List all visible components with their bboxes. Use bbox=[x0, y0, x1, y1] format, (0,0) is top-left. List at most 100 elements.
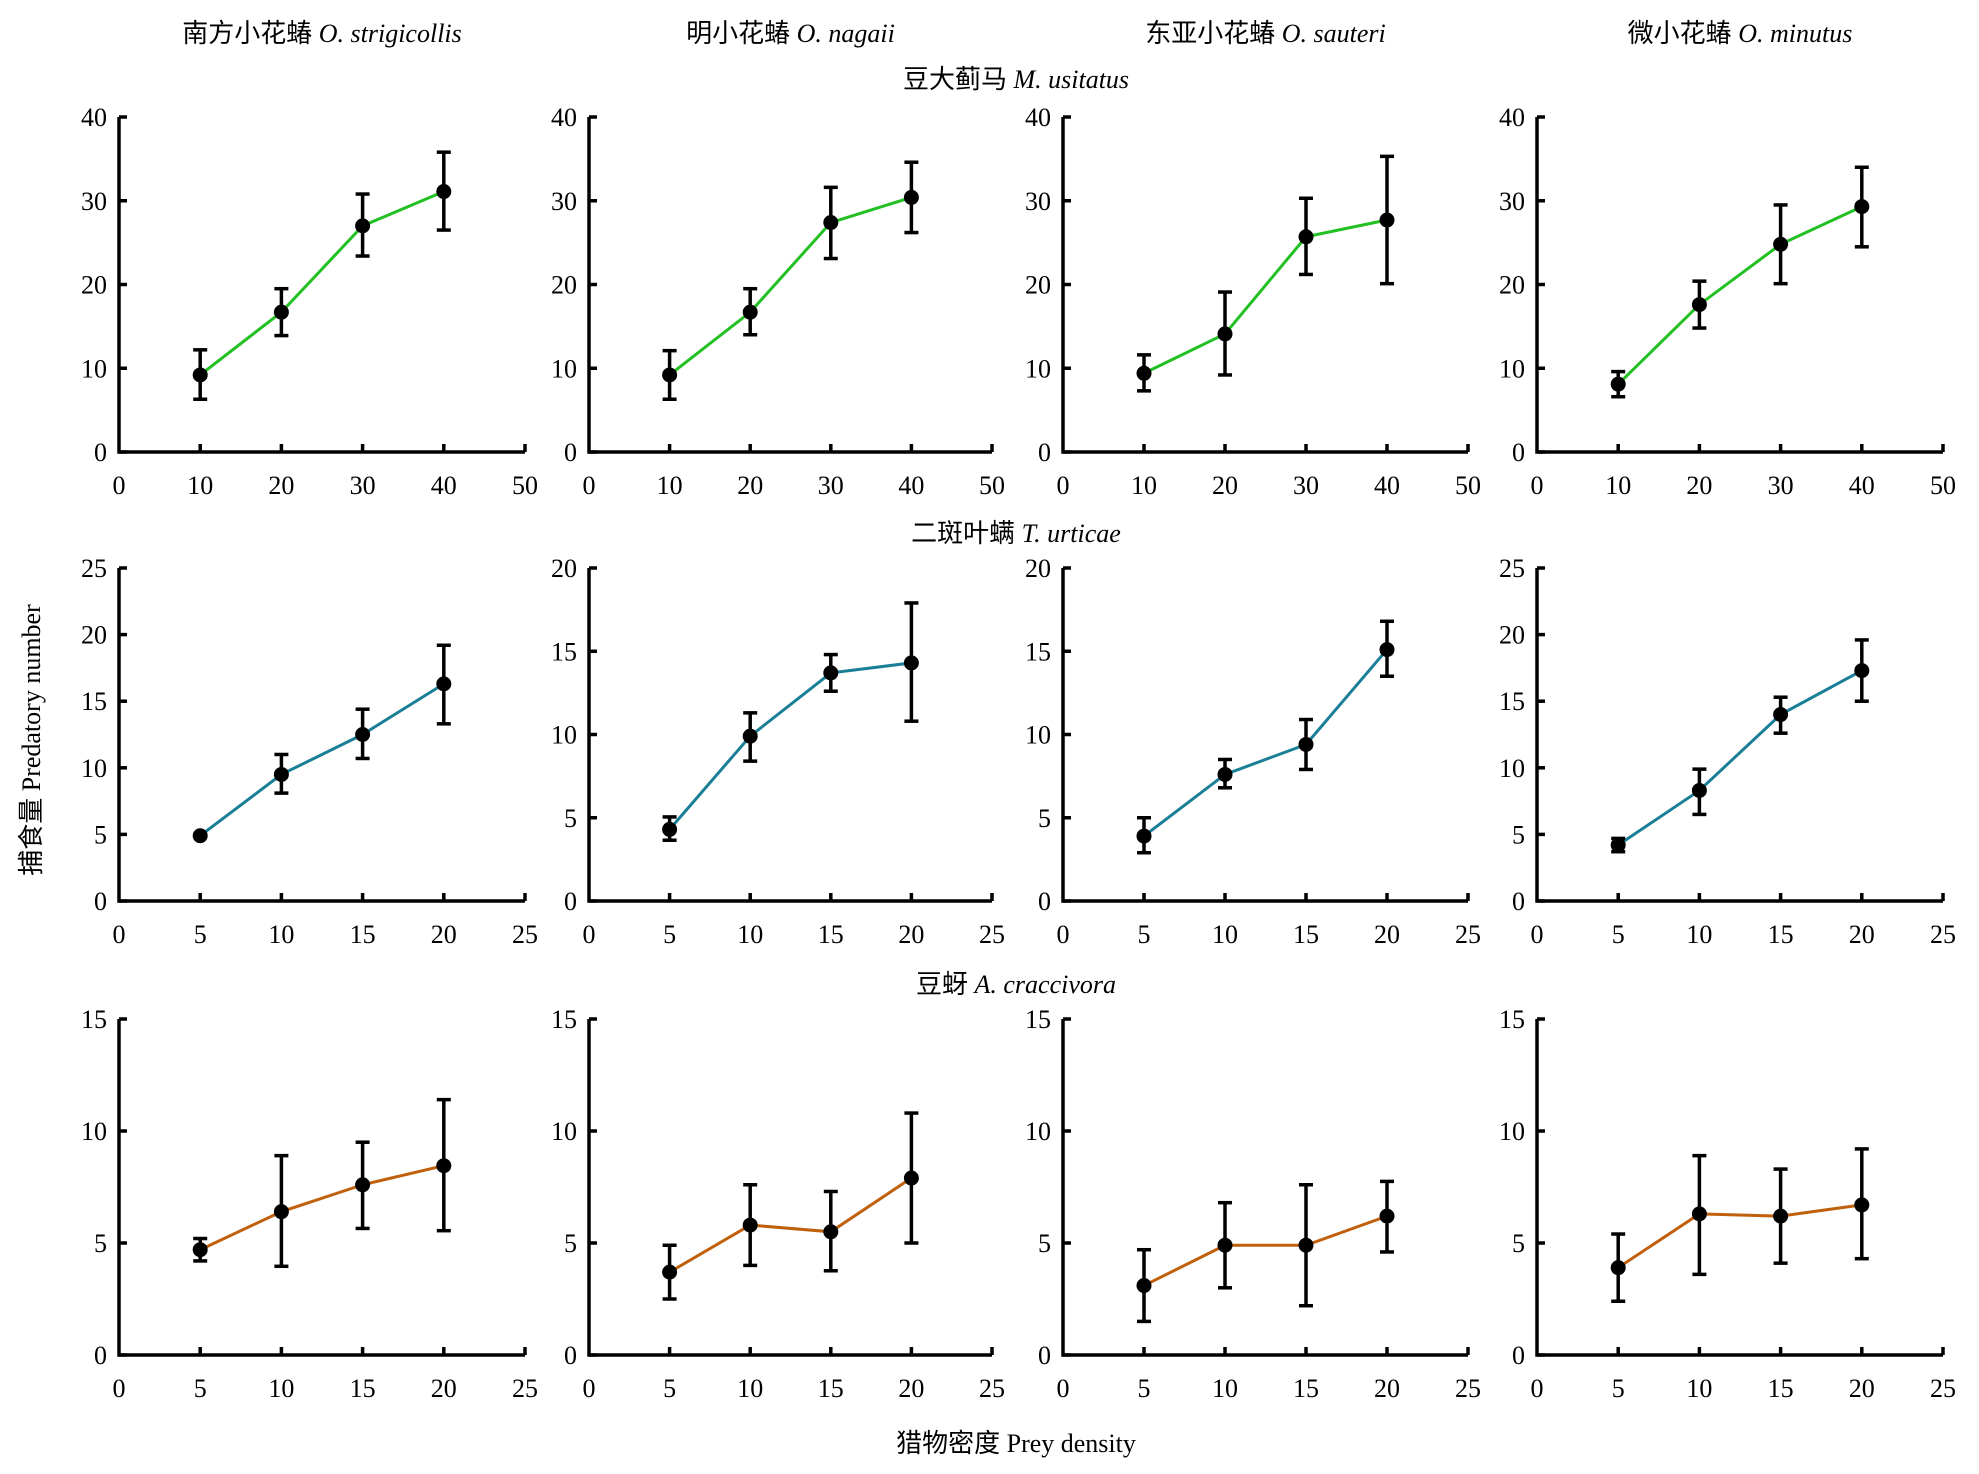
y-tick-label: 0 bbox=[1512, 438, 1525, 467]
y-tick-label: 0 bbox=[94, 887, 107, 916]
x-tick-label: 20 bbox=[431, 920, 457, 949]
x-tick-label: 0 bbox=[583, 1374, 596, 1403]
x-tick-label: 0 bbox=[1057, 471, 1070, 500]
series-line bbox=[668, 1176, 913, 1274]
data-point bbox=[273, 1204, 289, 1220]
x-tick-label: 40 bbox=[898, 471, 924, 500]
y-tick-label: 20 bbox=[1025, 554, 1051, 583]
data-point bbox=[273, 766, 289, 782]
y-tick-label: 5 bbox=[564, 804, 577, 833]
y-tick-label: 0 bbox=[94, 438, 107, 467]
y-tick-label: 0 bbox=[564, 887, 577, 916]
x-tick-label: 15 bbox=[1293, 1374, 1319, 1403]
y-tick-label: 20 bbox=[1025, 271, 1051, 300]
y-tick-label: 5 bbox=[94, 1229, 107, 1258]
x-tick-label: 25 bbox=[512, 920, 538, 949]
data-point bbox=[1298, 1237, 1314, 1253]
x-tick-label: 0 bbox=[1531, 920, 1544, 949]
x-tick-label: 20 bbox=[1686, 471, 1712, 500]
y-tick-label: 10 bbox=[551, 354, 577, 383]
data-point bbox=[1298, 229, 1314, 245]
data-point bbox=[355, 1177, 371, 1193]
data-point bbox=[273, 304, 289, 320]
data-point bbox=[1379, 212, 1395, 228]
x-tick-label: 30 bbox=[818, 471, 844, 500]
y-tick-label: 5 bbox=[1512, 820, 1525, 849]
y-tick-label: 5 bbox=[1512, 1229, 1525, 1258]
x-tick-label: 10 bbox=[1212, 1374, 1238, 1403]
y-tick-label: 0 bbox=[1038, 438, 1051, 467]
column-title-cn: 明小花蝽 bbox=[686, 19, 790, 48]
data-point bbox=[742, 1217, 758, 1233]
data-point bbox=[1691, 297, 1707, 313]
x-tick-label: 5 bbox=[1612, 1374, 1625, 1403]
data-point bbox=[823, 665, 839, 681]
x-tick-label: 40 bbox=[431, 471, 457, 500]
x-tick-label: 0 bbox=[1531, 471, 1544, 500]
y-tick-label: 0 bbox=[564, 1341, 577, 1370]
x-tick-label: 10 bbox=[268, 1374, 294, 1403]
x-tick-label: 5 bbox=[1138, 1374, 1151, 1403]
data-point bbox=[1691, 1206, 1707, 1222]
y-tick-label: 15 bbox=[1499, 1005, 1525, 1034]
data-point bbox=[1610, 837, 1626, 853]
y-tick-label: 30 bbox=[1499, 187, 1525, 216]
panel: 0 5 10 15 0 5 10 15 20 25 bbox=[81, 1005, 538, 1403]
x-tick-label: 0 bbox=[113, 1374, 126, 1403]
y-tick-label: 15 bbox=[1025, 1005, 1051, 1034]
axis-lines bbox=[1535, 117, 1943, 454]
data-point bbox=[903, 1170, 919, 1186]
panel: 0 5 10 15 20 0 5 10 15 20 25 bbox=[551, 554, 1005, 949]
panel: 0 5 10 15 0 5 10 15 20 25 bbox=[1025, 1005, 1481, 1403]
data-point bbox=[1610, 1260, 1626, 1276]
data-point bbox=[355, 727, 371, 742]
x-tick-label: 50 bbox=[979, 471, 1005, 500]
x-tick-label: 20 bbox=[1374, 920, 1400, 949]
data-point bbox=[1854, 199, 1870, 215]
data-point bbox=[1136, 365, 1152, 381]
series-line bbox=[1617, 205, 1863, 386]
column-title-cn: 微小花蝽 bbox=[1628, 19, 1732, 48]
y-tick-label: 10 bbox=[551, 1117, 577, 1146]
x-tick-label: 10 bbox=[1212, 920, 1238, 949]
y-tick-label: 15 bbox=[1025, 637, 1051, 666]
x-tick-label: 30 bbox=[350, 471, 376, 500]
data-point bbox=[1136, 828, 1152, 844]
x-tick-label: 10 bbox=[1686, 1374, 1712, 1403]
y-tick-label: 30 bbox=[81, 187, 107, 216]
series-line bbox=[199, 1164, 445, 1252]
panel: 0 10 20 30 40 0 10 20 30 40 50 bbox=[1025, 103, 1481, 500]
y-tick-label: 0 bbox=[1038, 1341, 1051, 1370]
data-point bbox=[436, 1158, 452, 1174]
column-title-latin: O. nagaii bbox=[797, 19, 895, 48]
x-tick-label: 15 bbox=[350, 1374, 376, 1403]
y-tick-label: 10 bbox=[1025, 354, 1051, 383]
y-tick-label: 10 bbox=[1499, 1117, 1525, 1146]
data-point bbox=[662, 1264, 678, 1280]
panel: 0 5 10 15 20 25 0 5 10 15 20 25 bbox=[81, 554, 538, 949]
x-tick-label: 5 bbox=[194, 1374, 207, 1403]
y-tick-label: 10 bbox=[1499, 354, 1525, 383]
column-title: 明小花蝽 O. nagaii bbox=[686, 19, 895, 48]
y-tick-label: 5 bbox=[564, 1229, 577, 1258]
x-tick-label: 0 bbox=[583, 471, 596, 500]
x-tick-label: 20 bbox=[268, 471, 294, 500]
y-tick-label: 5 bbox=[1038, 1229, 1051, 1258]
column-title-cn: 南方小花蝽 bbox=[182, 19, 312, 48]
data-point bbox=[1136, 1278, 1152, 1294]
x-tick-label: 50 bbox=[512, 471, 538, 500]
x-tick-label: 30 bbox=[1768, 471, 1794, 500]
column-title: 南方小花蝽 O. strigicollis bbox=[182, 19, 462, 48]
y-tick-label: 20 bbox=[81, 621, 107, 650]
series-line bbox=[1143, 1214, 1388, 1287]
x-tick-label: 25 bbox=[979, 1374, 1005, 1403]
panel: 0 5 10 15 20 0 5 10 15 20 25 bbox=[1025, 554, 1481, 949]
panel: 0 10 20 30 40 0 10 20 30 40 50 bbox=[81, 103, 538, 500]
y-tick-label: 25 bbox=[81, 554, 107, 583]
column-title: 微小花蝽 O. minutus bbox=[1628, 19, 1853, 48]
row-title-latin: M. usitatus bbox=[1012, 65, 1129, 94]
y-tick-label: 15 bbox=[81, 687, 107, 716]
y-tick-label: 40 bbox=[1025, 103, 1051, 132]
x-tick-label: 25 bbox=[1455, 1374, 1481, 1403]
x-tick-label: 10 bbox=[1131, 471, 1157, 500]
